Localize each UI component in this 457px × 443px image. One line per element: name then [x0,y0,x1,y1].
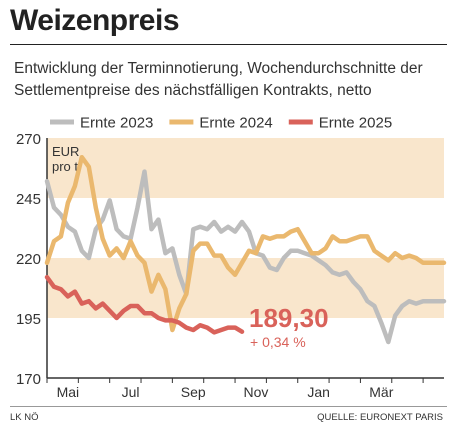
x-tick-label: Jan [307,384,330,400]
series-line-ernte-2025 [44,274,245,335]
footer-source-right: QUELLE: EURONEXT PARIS [317,412,443,423]
y-tick-label: 170 [16,371,41,388]
page-title: Weizenpreis [10,4,180,37]
grid-band-0 [47,258,444,318]
title-divider [10,44,447,45]
last-value-annotation: 189,30 [249,303,329,333]
footer-source-left: LK NÖ [10,412,39,423]
y-tick-label: 245 [16,191,41,208]
unit-label: pro t [52,159,78,174]
series-line-ernte-2023 [44,169,447,345]
x-tick-label: Mai [57,384,80,400]
x-tick-label: Mär [369,384,393,400]
unit-label: EUR [52,144,79,159]
grid-band-1 [47,138,444,198]
x-tick-label: Nov [243,384,268,400]
change-annotation: + 0,34 % [250,334,306,350]
legend-label: Ernte 2024 [199,115,272,132]
chart-subtitle: Entwicklung der Terminnotierung, Wochend… [14,60,423,99]
y-tick-label: 270 [16,131,41,148]
x-tick-label: Sep [181,384,206,400]
y-tick-label: 195 [16,311,41,328]
y-tick-label: 220 [16,251,41,268]
series-line-ernte-2024 [44,154,447,333]
legend-label: Ernte 2025 [319,115,392,132]
x-tick-label: Jul [122,384,140,400]
footer-divider [10,406,447,407]
legend-label: Ernte 2023 [80,115,153,132]
